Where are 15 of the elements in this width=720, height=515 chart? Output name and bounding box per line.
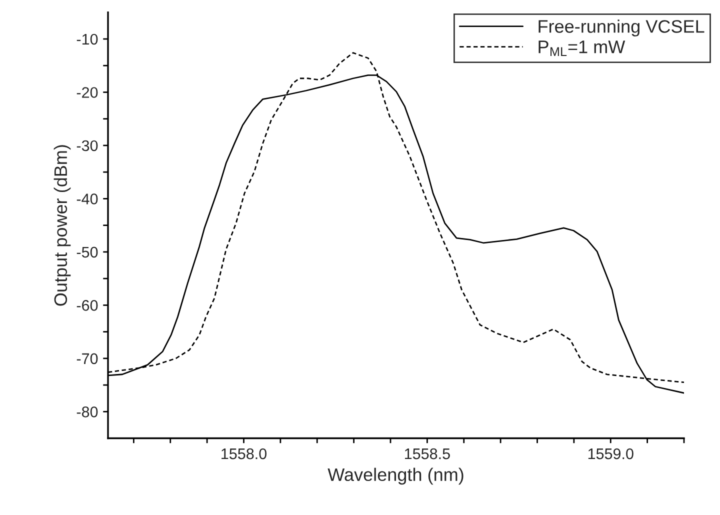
y-tick-label: -10 bbox=[76, 34, 98, 45]
legend-label: Free-running VCSEL bbox=[538, 20, 704, 36]
y-tick-label: -60 bbox=[76, 300, 98, 311]
x-axis-title: Wavelength (nm) bbox=[328, 468, 464, 485]
x-tick-label: 1558.0 bbox=[222, 448, 267, 460]
y-tick-label: -40 bbox=[76, 194, 98, 204]
y-tick-label: -80 bbox=[76, 406, 98, 418]
y-tick-label: -50 bbox=[76, 246, 98, 258]
y-tick-label: -30 bbox=[76, 140, 98, 152]
x-tick-label: 1559.0 bbox=[588, 448, 634, 460]
x-tick-label: 1558.5 bbox=[404, 448, 450, 460]
y-axis-title: Output power (dBm) bbox=[54, 145, 71, 306]
y-tick-label: -70 bbox=[76, 353, 98, 364]
legend-label: P$_{ML}$=1 mW bbox=[538, 40, 626, 56]
y-tick-label: -20 bbox=[76, 87, 98, 98]
